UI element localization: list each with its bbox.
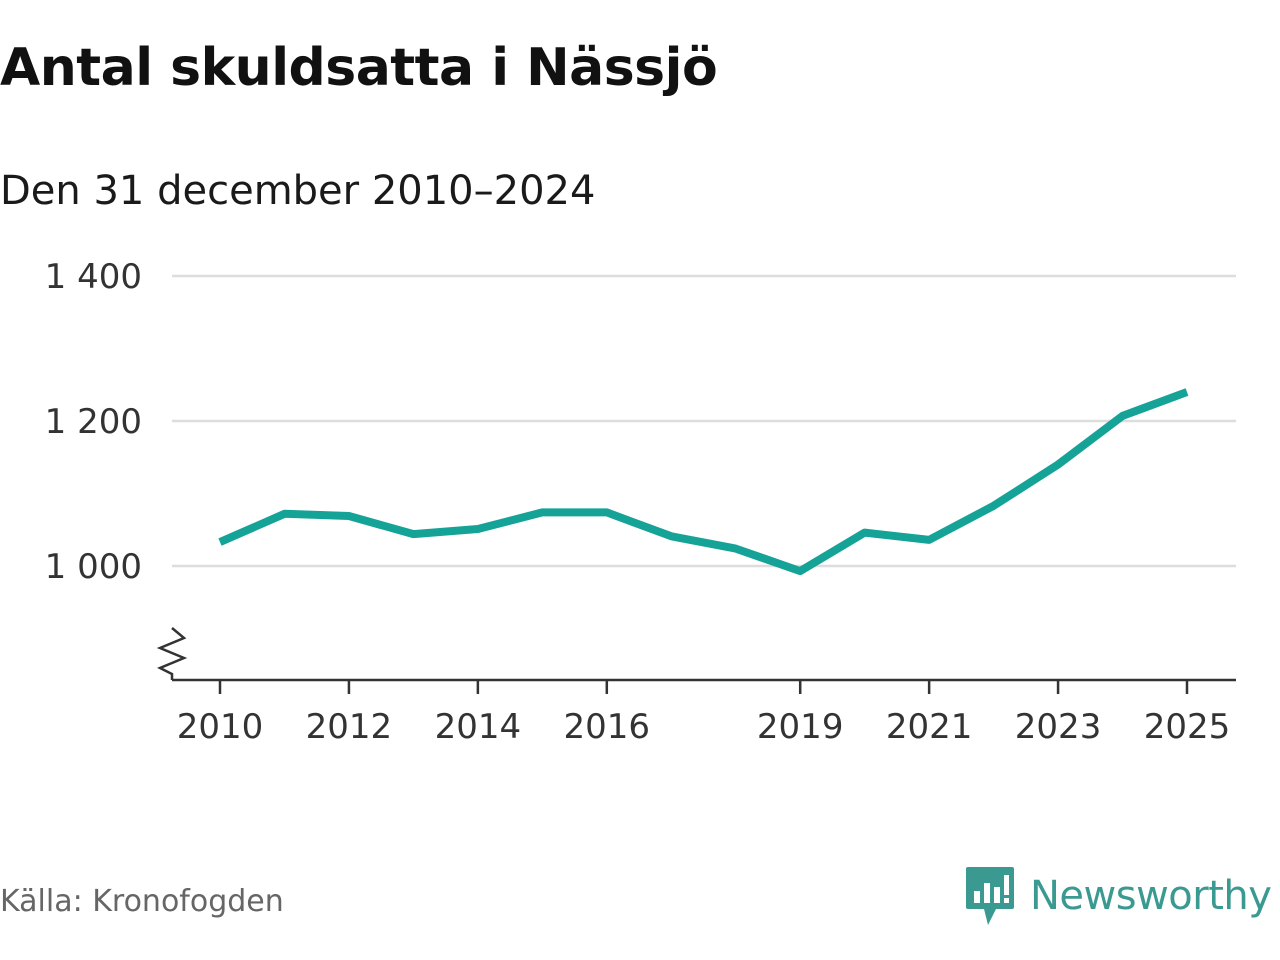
y-axis-break-icon (156, 627, 188, 680)
x-tick-label-3: 2016 (564, 707, 651, 747)
series-line-0 (218, 388, 1189, 576)
chart-title: Antal skuldsatta i Nässjö (0, 38, 718, 98)
y-tick-label-2: 1 400 (45, 257, 142, 297)
x-tick-label-2: 2014 (435, 707, 522, 747)
chart-subtitle: Den 31 december 2010–2024 (0, 168, 596, 214)
x-tick-label-4: 2019 (757, 707, 844, 747)
x-tick-label-0: 2010 (177, 707, 264, 747)
source-note: Källa: Kronofogden (0, 884, 284, 919)
x-tick-label-5: 2021 (886, 707, 973, 747)
brand-logo: Newsworthy (964, 864, 1272, 928)
x-tick-label-6: 2023 (1015, 707, 1102, 747)
brand-name: Newsworthy (1030, 873, 1272, 919)
x-tick-label-7: 2025 (1144, 707, 1231, 747)
newsworthy-logo-icon (966, 867, 1014, 925)
y-tick-label-1: 1 200 (45, 402, 142, 442)
x-tick-label-1: 2012 (306, 707, 393, 747)
y-tick-label-0: 1 000 (45, 547, 142, 587)
